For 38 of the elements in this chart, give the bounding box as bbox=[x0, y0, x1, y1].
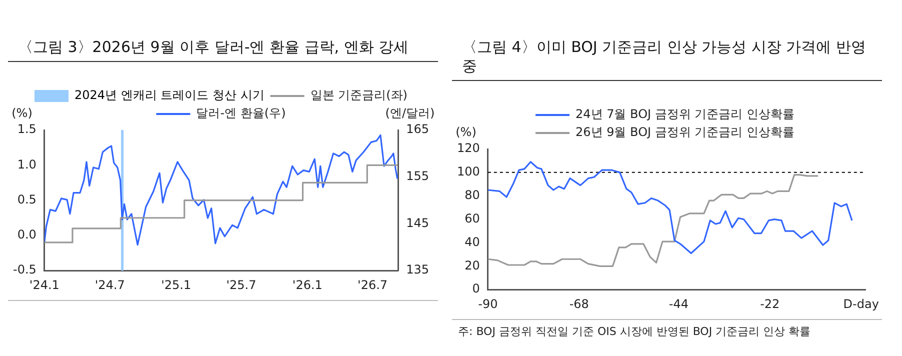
y2-tick-label: 145 bbox=[406, 216, 429, 230]
y-tick-label: 0.0 bbox=[17, 228, 36, 242]
y-tick-label: 1.0 bbox=[17, 157, 36, 172]
legend-label: 달러-엔 환율(우) bbox=[196, 106, 286, 120]
x-tick-label: D-day bbox=[843, 296, 879, 311]
x-tick-label: '24.7 bbox=[94, 278, 125, 292]
x-tick-label: -22 bbox=[760, 296, 780, 311]
x-tick-label: -68 bbox=[569, 296, 589, 311]
chart-title: 〈그림 3〉2026년 9월 이후 달러-엔 환율 급락, 엔화 강세 bbox=[8, 8, 438, 62]
x-tick-label: '24.1 bbox=[29, 278, 60, 292]
chart-title: 〈그림 4〉이미 BOJ 기준금리 인상 가능성 시장 가격에 반영 중 bbox=[452, 8, 882, 81]
y2-axis-title: (엔/달러) bbox=[385, 106, 435, 120]
legend-label: 2024년 엔캐리 트레이드 청산 시기 bbox=[74, 88, 264, 102]
y2-tick-label: 155 bbox=[406, 168, 429, 183]
x-tick-label: '25.1 bbox=[161, 278, 192, 292]
x-tick-label: '26.1 bbox=[292, 278, 322, 292]
legend-label: 26년 9월 BOJ 금정위 기준금리 인상확률 bbox=[576, 125, 794, 140]
y-tick-label: 20 bbox=[464, 258, 480, 272]
y-tick-label: 60 bbox=[464, 211, 480, 226]
x-tick-label: -44 bbox=[668, 296, 688, 311]
y-tick-label: 0.5 bbox=[17, 192, 36, 206]
y-tick-label: 0 bbox=[472, 282, 480, 296]
y2-tick-label: 165 bbox=[406, 122, 429, 136]
legend-label: 24년 7월 BOJ 금정위 기준금리 인상확률 bbox=[576, 107, 794, 122]
y-tick-label: 1.5 bbox=[17, 122, 36, 136]
y-tick-label: -0.5 bbox=[12, 262, 36, 277]
y-tick-label: 80 bbox=[464, 188, 480, 202]
y-axis-title: (%) bbox=[456, 125, 476, 140]
y-tick-label: 40 bbox=[464, 234, 480, 249]
x-tick-label: -90 bbox=[478, 296, 498, 311]
y-tick-label: 120 bbox=[457, 141, 480, 156]
text: 주: BOJ 금정위 직전일 기준 OIS 시장에 반영된 BOJ 기준금리 인상 확률 bbox=[457, 324, 812, 339]
x-tick-label: '25.7 bbox=[226, 278, 256, 292]
legend-label: 일본 기준금리(좌) bbox=[310, 88, 408, 102]
y2-tick-label: 135 bbox=[406, 262, 429, 277]
y-axis-title: (%) bbox=[12, 106, 32, 120]
x-tick-label: '26.7 bbox=[358, 278, 388, 292]
y-tick-label: 100 bbox=[457, 164, 480, 179]
